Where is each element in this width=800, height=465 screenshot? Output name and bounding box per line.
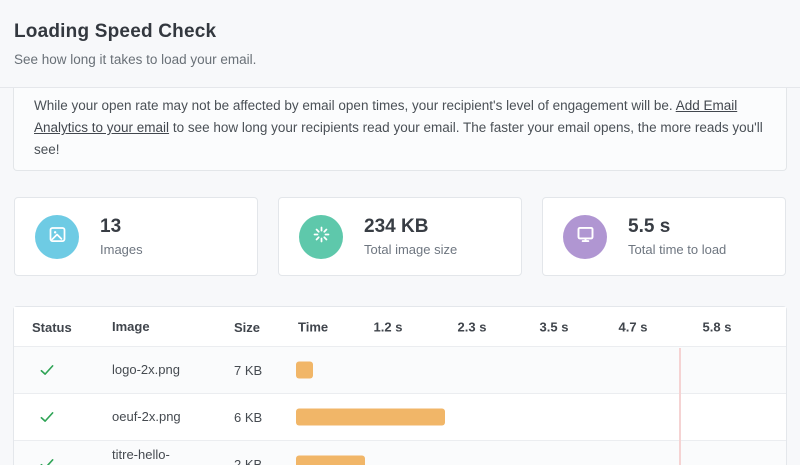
timeline-tick: 3.5 s [539,319,569,335]
note-text-after: to see how long your recipients read you… [34,120,763,157]
timeline-header: Time 1.2 s 2.3 s 3.5 s 4.7 s 5.8 s [284,307,786,347]
size-icon-circle [299,214,343,259]
timeline-cell [284,441,786,465]
total-time-card: 5.5 s Total time to load [542,197,786,276]
page-header: Loading Speed Check See how long it take… [0,0,800,88]
images-count-card: 13 Images [14,197,258,276]
images-icon-circle [35,214,79,259]
analytics-note: While your open rate may not be affected… [13,88,787,171]
status-check-icon [14,408,100,426]
monitor-icon [575,224,596,250]
image-size: 6 KB [234,409,263,425]
timeline-tick: 2.3 s [457,319,487,335]
total-time-label: Total time to load [628,242,727,257]
images-count-label: Images [100,242,143,257]
load-time-bar [296,361,313,379]
column-header-time: Time [298,319,329,335]
image-size: 7 KB [234,362,263,378]
load-time-bar [296,455,365,465]
burst-icon [311,224,332,250]
stat-text: 234 KB Total image size [364,216,457,257]
table-row: titre-hello-sunshine-2x.png 2 KB [14,441,786,465]
stat-cards: 13 Images [14,197,786,276]
add-email-analytics-link[interactable]: Add Email Analytics to your email [34,98,738,135]
page-subtitle: See how long it takes to load your email… [14,52,257,67]
total-image-size-value: 234 KB [364,216,429,237]
images-count-value: 13 [100,216,122,237]
total-image-size-card: 234 KB Total image size [278,197,522,276]
load-time-bar [296,408,445,426]
note-text-before: While your open rate may not be affected… [34,98,676,113]
image-filename: titre-hello-sunshine-2x.png [112,447,170,462]
column-header-image: Image [112,319,150,334]
total-time-marker [679,348,681,465]
table-row: oeuf-2x.png 6 KB [14,394,786,441]
timeline-tick: 5.8 s [702,319,732,335]
image-icon [47,224,68,250]
timeline-tick: 4.7 s [618,319,648,335]
column-header-size: Size [234,319,261,335]
total-time-value: 5.5 s [628,216,671,237]
timeline-cell [284,347,786,393]
page-title: Loading Speed Check [14,21,217,42]
timeline-tick: 1.2 s [373,319,403,335]
stat-text: 5.5 s Total time to load [628,216,726,257]
time-icon-circle [563,214,607,259]
table-row: logo-2x.png 7 KB [14,347,786,394]
stat-text: 13 Images [100,216,143,257]
status-check-icon [14,361,100,379]
image-load-table: Status Image Size Time 1.2 s 2.3 s 3.5 s… [13,306,787,465]
column-header-status: Status [32,319,72,335]
total-image-size-label: Total image size [364,242,458,257]
status-check-icon [14,455,100,465]
image-filename: logo-2x.png [112,362,180,377]
table-header-row: Status Image Size Time 1.2 s 2.3 s 3.5 s… [14,307,786,347]
image-filename: oeuf-2x.png [112,409,181,424]
timeline-cell [284,394,786,440]
image-size: 2 KB [234,456,263,465]
